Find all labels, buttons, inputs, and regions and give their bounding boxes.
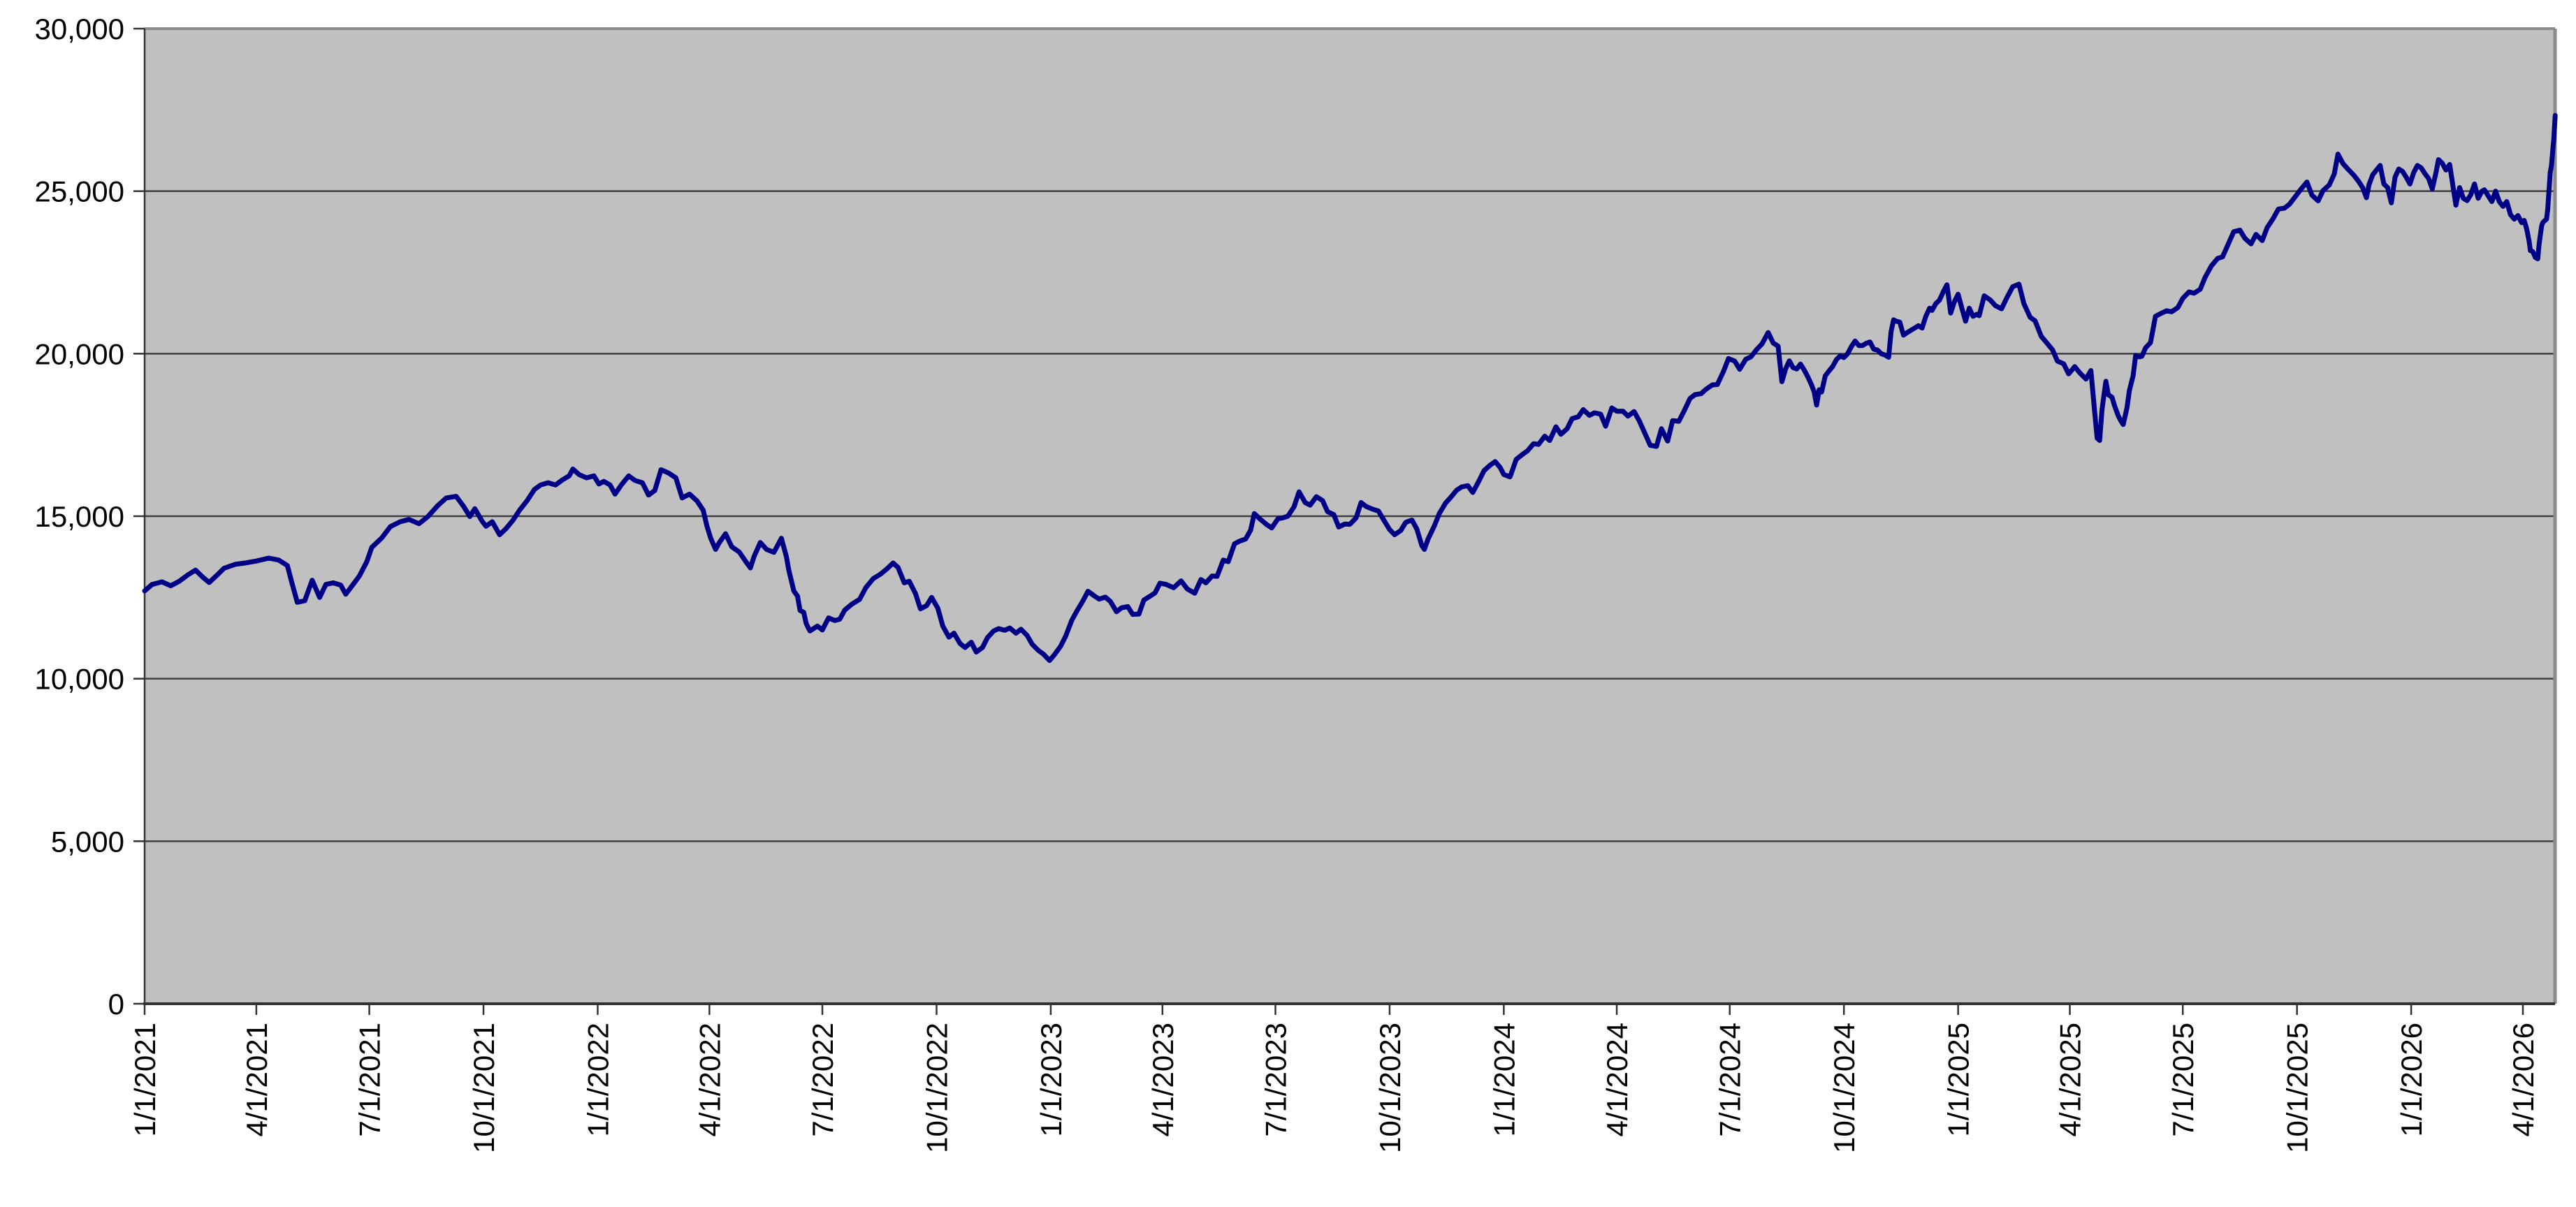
x-tick-label: 1/1/2026 [2395,1023,2428,1137]
x-tick-label: 7/1/2023 [1260,1023,1293,1137]
y-tick-label: 25,000 [35,175,124,208]
x-tick-label: 7/1/2022 [806,1023,839,1137]
y-axis-ticks [133,27,145,1005]
x-tick-label: 10/1/2024 [1828,1023,1861,1153]
x-tick-label: 1/1/2024 [1487,1023,1520,1137]
x-tick-label: 7/1/2025 [2167,1023,2199,1137]
x-tick-label: 4/1/2026 [2507,1023,2540,1137]
x-tick-label: 1/1/2023 [1035,1023,1068,1137]
x-tick-label: 10/1/2021 [467,1023,500,1153]
y-axis-labels: 0 5,000 10,000 15,000 20,000 25,000 30,000 [35,13,124,1021]
y-tick-label: 10,000 [35,663,124,696]
y-tick-label: 5,000 [51,825,124,858]
x-tick-label: 4/1/2022 [693,1023,726,1137]
y-tick-label: 20,000 [35,337,124,370]
x-tick-label: 4/1/2023 [1147,1023,1179,1137]
x-tick-label: 4/1/2024 [1601,1023,1633,1137]
x-tick-label: 1/1/2022 [581,1023,614,1137]
x-tick-label: 10/1/2023 [1374,1023,1406,1153]
x-tick-label: 7/1/2021 [354,1023,386,1137]
x-tick-label: 1/1/2025 [1942,1023,1975,1137]
x-axis-ticks [143,1004,2524,1015]
price-line [142,112,2558,664]
x-tick-label: 10/1/2022 [920,1023,953,1153]
x-tick-label: 4/1/2021 [240,1023,273,1137]
x-tick-label: 10/1/2025 [2281,1023,2314,1153]
x-tick-label: 4/1/2025 [2054,1023,2087,1137]
y-tick-label: 30,000 [35,13,124,45]
x-axis-labels: 1/1/2021 4/1/2021 7/1/2021 10/1/2021 1/1/202… [129,1023,2540,1153]
price-line-series [142,112,2558,664]
y-tick-label: 0 [108,988,124,1021]
x-tick-label: 7/1/2024 [1714,1023,1747,1137]
y-tick-label: 15,000 [35,500,124,533]
x-tick-label: 1/1/2021 [129,1023,161,1137]
